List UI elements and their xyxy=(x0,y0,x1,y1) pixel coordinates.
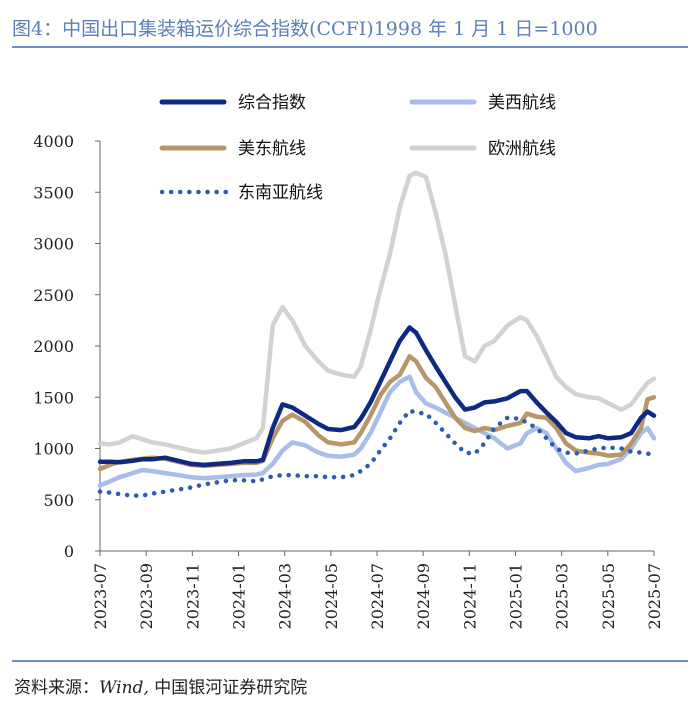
legend-label: 东南亚航线 xyxy=(238,183,323,203)
x-tick-label: 2025-07 xyxy=(645,563,664,629)
series-line xyxy=(97,325,657,468)
x-tick-label: 2024-07 xyxy=(368,563,387,629)
y-tick-label: 3000 xyxy=(33,235,74,254)
x-tick-label: 2024-05 xyxy=(322,563,341,629)
x-tick-label: 2023-07 xyxy=(91,563,110,629)
x-tick-label: 2025-01 xyxy=(507,563,526,629)
y-tick-label: 2000 xyxy=(33,337,74,356)
source-prefix: 资料来源： xyxy=(14,678,99,698)
y-axis-ticks: 0 500 1000 1500 2000 2500 3000 3500 4000 xyxy=(33,132,100,561)
series-lines xyxy=(97,170,657,498)
legend-label: 综合指数 xyxy=(238,93,306,113)
series-line xyxy=(97,408,657,498)
y-tick-label: 3500 xyxy=(33,183,74,202)
legend-label: 欧洲航线 xyxy=(488,139,556,159)
legend-label: 美东航线 xyxy=(238,139,306,159)
y-tick-label: 2500 xyxy=(33,286,74,305)
y-tick-label: 500 xyxy=(43,491,74,510)
y-tick-label: 1000 xyxy=(33,440,74,459)
x-tick-label: 2024-11 xyxy=(460,563,479,629)
source-note: 资料来源：Wind, 中国银河证券研究院 xyxy=(14,673,307,698)
legend-label: 美西航线 xyxy=(488,93,556,113)
x-tick-label: 2023-09 xyxy=(137,563,156,629)
x-tick-label: 2024-03 xyxy=(276,563,295,629)
source-institution: 中国银河证券研究院 xyxy=(154,678,308,698)
x-tick-label: 2025-05 xyxy=(599,563,618,629)
series-line xyxy=(97,170,657,455)
chart-title: 图4：中国出口集装箱运价综合指数(CCFI)1998 年 1 月 1 日=100… xyxy=(12,18,598,40)
title-divider xyxy=(12,46,688,48)
source-divider xyxy=(12,660,688,662)
series-line xyxy=(97,374,657,488)
x-tick-label: 2025-03 xyxy=(553,563,572,629)
source-provider: Wind, xyxy=(99,678,149,698)
y-tick-label: 4000 xyxy=(33,132,74,151)
y-tick-label: 0 xyxy=(64,542,74,561)
y-tick-label: 1500 xyxy=(33,388,74,407)
x-tick-label: 2023-11 xyxy=(183,563,202,629)
x-tick-label: 2024-09 xyxy=(414,563,433,629)
x-axis-ticks: 2023-07 2023-09 2023-11 2024-01 2024-03 2024-… xyxy=(91,551,664,629)
x-tick-label: 2024-01 xyxy=(230,563,249,629)
